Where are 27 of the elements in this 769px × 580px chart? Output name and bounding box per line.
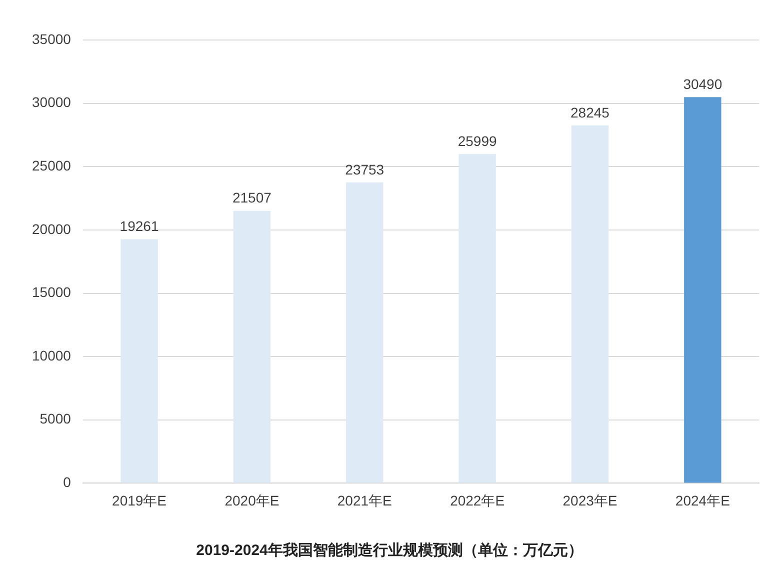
data-label: 21507 bbox=[232, 190, 272, 206]
y-tick-label: 20000 bbox=[32, 220, 72, 237]
x-tick-label: 2020年E bbox=[224, 492, 280, 508]
data-label: 30490 bbox=[683, 76, 722, 92]
y-tick-label: 10000 bbox=[32, 347, 72, 364]
y-tick-label: 25000 bbox=[32, 157, 72, 174]
y-tick-label: 30000 bbox=[32, 94, 72, 110]
bar bbox=[458, 154, 496, 483]
y-tick-label: 0 bbox=[63, 474, 72, 490]
bar bbox=[571, 126, 609, 483]
bar bbox=[233, 210, 271, 483]
data-label: 23753 bbox=[345, 161, 384, 178]
bar bbox=[120, 239, 158, 483]
x-tick-label: 2023年E bbox=[562, 492, 618, 508]
bar bbox=[346, 182, 384, 483]
bar bbox=[684, 97, 722, 483]
y-tick-label: 35000 bbox=[32, 30, 72, 47]
data-label: 25999 bbox=[458, 132, 497, 149]
data-label: 28245 bbox=[570, 104, 610, 120]
x-tick-label: 2024年E bbox=[675, 492, 730, 508]
y-tick-label: 15000 bbox=[32, 284, 72, 300]
x-tick-label: 2021年E bbox=[337, 492, 392, 508]
x-tick-label: 2022年E bbox=[450, 492, 505, 508]
text: 2019-2024年我国智能制造行业规模预测（单位：万亿元） bbox=[196, 542, 583, 560]
data-label: 19261 bbox=[120, 218, 159, 234]
y-tick-label: 5000 bbox=[40, 410, 72, 427]
x-tick-label: 2019年E bbox=[112, 492, 167, 508]
